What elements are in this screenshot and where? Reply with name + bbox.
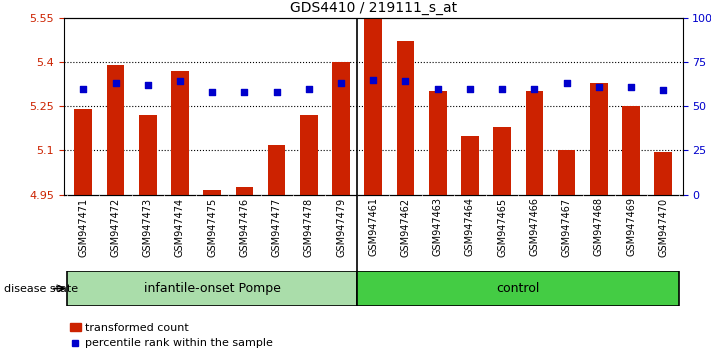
Bar xyxy=(525,91,543,195)
Bar xyxy=(397,41,415,195)
Bar xyxy=(332,62,350,195)
Text: disease state: disease state xyxy=(4,284,77,293)
Point xyxy=(432,86,444,91)
FancyBboxPatch shape xyxy=(68,271,357,306)
Point xyxy=(206,89,218,95)
Point xyxy=(77,86,89,91)
Point xyxy=(368,77,379,82)
Bar xyxy=(268,144,286,195)
Bar xyxy=(75,109,92,195)
Bar xyxy=(557,150,575,195)
Point xyxy=(626,84,637,90)
Point xyxy=(271,89,282,95)
Point xyxy=(142,82,154,88)
Point xyxy=(593,84,604,90)
Text: control: control xyxy=(496,282,540,295)
Point xyxy=(561,80,572,86)
Bar xyxy=(654,152,672,195)
Bar xyxy=(235,187,253,195)
FancyBboxPatch shape xyxy=(357,271,679,306)
Point xyxy=(174,79,186,84)
Point xyxy=(239,89,250,95)
Bar xyxy=(493,127,511,195)
Point xyxy=(336,80,347,86)
Point xyxy=(464,86,476,91)
Text: infantile-onset Pompe: infantile-onset Pompe xyxy=(144,282,281,295)
Point xyxy=(658,87,669,93)
Bar xyxy=(139,115,156,195)
Point xyxy=(400,79,411,84)
Bar xyxy=(203,190,221,195)
Bar xyxy=(171,71,189,195)
Point xyxy=(109,80,121,86)
Point xyxy=(303,86,314,91)
Bar xyxy=(429,91,447,195)
Bar xyxy=(107,65,124,195)
Bar xyxy=(365,18,382,195)
Title: GDS4410 / 219111_s_at: GDS4410 / 219111_s_at xyxy=(289,1,457,15)
Legend: transformed count, percentile rank within the sample: transformed count, percentile rank withi… xyxy=(70,323,273,348)
Bar xyxy=(622,106,640,195)
Bar xyxy=(461,136,479,195)
Point xyxy=(529,86,540,91)
Bar xyxy=(300,115,318,195)
Point xyxy=(496,86,508,91)
Bar xyxy=(590,82,608,195)
